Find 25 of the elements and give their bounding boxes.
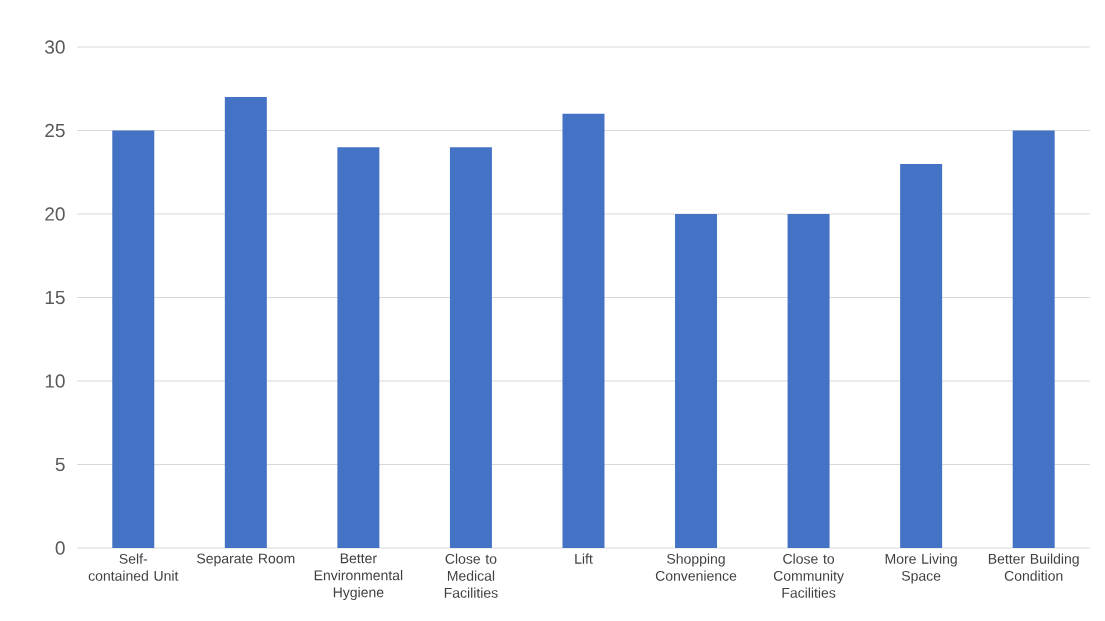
y-tick-label: 20 bbox=[45, 207, 65, 221]
y-tick-label: 10 bbox=[45, 374, 65, 388]
bar bbox=[787, 213, 830, 548]
y-tick-label: 30 bbox=[45, 40, 65, 54]
x-tick-label: Better Environmental Hygiene bbox=[314, 553, 403, 601]
bar bbox=[562, 113, 605, 548]
bar bbox=[449, 147, 492, 548]
x-tick-label: Separate Room bbox=[197, 553, 295, 567]
y-tick-label: 0 bbox=[55, 541, 65, 555]
bar bbox=[337, 147, 380, 548]
y-tick-label: 5 bbox=[55, 457, 65, 472]
x-tick-label: Shopping Convenience bbox=[655, 553, 737, 581]
x-tick-label: Close to Medical Facilities bbox=[444, 553, 498, 598]
x-tick-label: Self-contained Unit bbox=[88, 553, 179, 581]
x-tick-label: Better Building Condition bbox=[988, 553, 1079, 581]
x-tick-label: More Living Space bbox=[885, 553, 957, 584]
bar bbox=[675, 213, 718, 548]
bar bbox=[1012, 130, 1055, 548]
x-tick-label: Lift bbox=[575, 553, 593, 564]
y-tick-label: 15 bbox=[45, 290, 65, 305]
bar bbox=[112, 130, 155, 548]
bar bbox=[900, 163, 943, 548]
y-tick-label: 25 bbox=[45, 123, 65, 138]
x-tick-label: Close to Community Facilities bbox=[773, 553, 844, 598]
bar bbox=[224, 97, 267, 548]
